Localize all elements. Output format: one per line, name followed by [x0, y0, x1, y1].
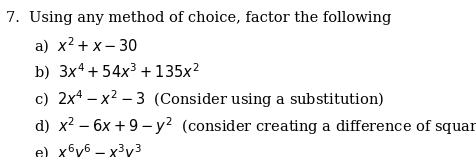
- Text: c)  $2x^4 - x^2 - 3$  (Consider using a substitution): c) $2x^4 - x^2 - 3$ (Consider using a su…: [34, 89, 384, 110]
- Text: b)  $3x^4 + 54x^3 + 135x^2$: b) $3x^4 + 54x^3 + 135x^2$: [34, 62, 199, 82]
- Text: 7.  Using any method of choice, factor the following: 7. Using any method of choice, factor th…: [6, 11, 395, 25]
- Text: e)  $x^6y^6 - x^3y^3$: e) $x^6y^6 - x^3y^3$: [34, 142, 142, 157]
- Text: d)  $x^2 - 6x + 9 - y^2$  (consider creating a difference of squares): d) $x^2 - 6x + 9 - y^2$ (consider creati…: [34, 115, 476, 137]
- Text: a)  $x^2 + x - 30$: a) $x^2 + x - 30$: [34, 35, 139, 56]
